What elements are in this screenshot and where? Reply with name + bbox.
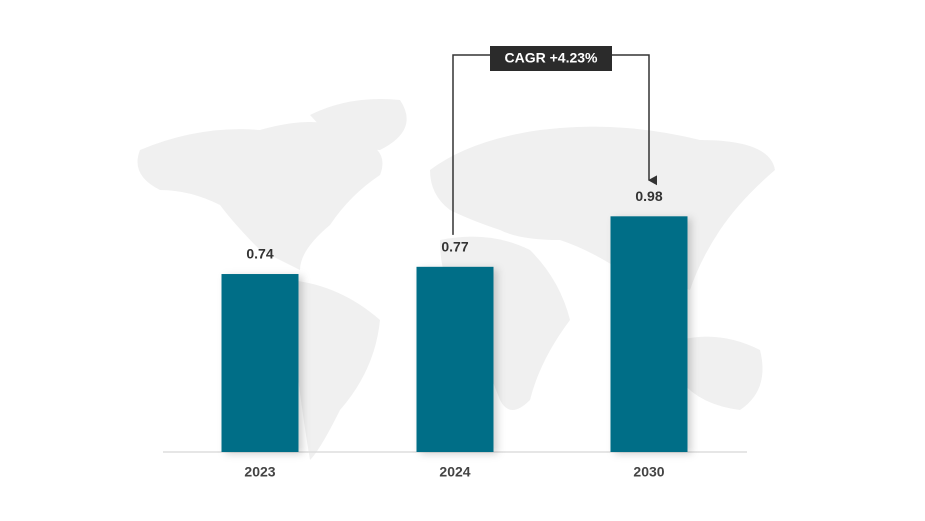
value-label: 0.77 (441, 239, 468, 255)
bar (416, 266, 494, 452)
bar (221, 274, 299, 452)
annotation: CAGR +4.23% (505, 50, 599, 66)
bar (610, 216, 688, 452)
value-label: 0.74 (246, 246, 273, 262)
x-tick-label: 2030 (633, 464, 664, 480)
x-tick-label: 2024 (439, 464, 470, 480)
x-tick-label: 2023 (244, 464, 275, 480)
value-label: 0.98 (635, 188, 662, 204)
annotation-box (490, 46, 612, 71)
